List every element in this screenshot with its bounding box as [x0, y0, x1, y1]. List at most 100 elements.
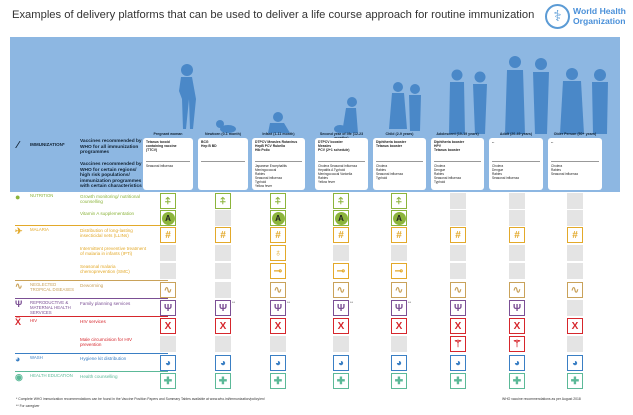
- immunization-label: IMMUNIZATION*: [30, 142, 65, 147]
- vaccine-box: BCG Hep B BD: [198, 138, 248, 190]
- growth-monitoring-icon: ⍏: [270, 193, 286, 209]
- children-silhouette: [389, 82, 421, 131]
- vaccine-box: Diphtheria booster Tetanus booster Cholera…: [373, 138, 426, 190]
- all-programmes-label: Vaccines recommended by WHO for all immu…: [80, 139, 142, 156]
- bednet-mosquito-icon: #: [567, 227, 583, 243]
- bednet-mosquito-icon: #: [391, 227, 407, 243]
- worm-icon: ∿: [450, 282, 466, 298]
- hands-washing-icon: ◕: [15, 354, 21, 364]
- column-header: Adolescent (10-19 years): [436, 132, 479, 136]
- speech-bubble-icon: ✚: [160, 373, 176, 389]
- certain-programme-vaccines: Cholera Rabies Seasonal influenza: [551, 164, 578, 176]
- vitamin-a-icon: A: [333, 210, 349, 226]
- adolescents-silhouette: [449, 69, 487, 134]
- toddler-silhouette: [334, 97, 358, 133]
- not-applicable-cell: [567, 210, 583, 226]
- not-applicable-cell: [160, 245, 176, 261]
- hands-washing-icon: ◕: [270, 355, 286, 371]
- hands-washing-icon: ◕: [160, 355, 176, 371]
- hands-washing-icon: ◕: [509, 355, 525, 371]
- hands-washing-icon: ◕: [567, 355, 583, 371]
- all-programme-vaccines: --: [492, 140, 540, 162]
- logo-text-line: World Health: [573, 6, 626, 16]
- not-applicable-cell: [450, 193, 466, 209]
- syringe-icon: ∕: [17, 140, 19, 151]
- footnote: * Complete WHO immunization recommendati…: [16, 397, 265, 401]
- logo-text-line: Organization: [573, 16, 626, 26]
- footnote: ** For caregiver: [16, 404, 40, 408]
- footnote-date: WHO vaccine recommendations as per Augus…: [502, 397, 581, 401]
- not-applicable-cell: [567, 336, 583, 352]
- all-programme-vaccines: Diphtheria booster Tetanus booster: [376, 140, 423, 162]
- growth-monitoring-icon: ⍏: [333, 193, 349, 209]
- life-course-silhouettes: [179, 56, 608, 134]
- category-label: REPRODUCTIVE & MATERNAL HEALTH SERVICES: [30, 300, 71, 315]
- spoon-medicine-icon: ⊸: [391, 263, 407, 279]
- not-applicable-cell: [450, 210, 466, 226]
- ribbon-icon: X: [160, 318, 176, 334]
- column-header: Adult (20-49 years): [499, 132, 533, 136]
- service-label: HIV services: [80, 319, 106, 324]
- uterus-icon: Ψ: [333, 300, 349, 316]
- worm-icon: ∿: [567, 282, 583, 298]
- ribbon-icon: X: [450, 318, 466, 334]
- adults-silhouette: [505, 56, 549, 134]
- not-applicable-cell: [450, 263, 466, 279]
- bednet-mosquito-icon: #: [509, 227, 525, 243]
- certain-programme-vaccines: Cholera Dengue Rabies Seasonal influenza Typ…: [434, 164, 461, 184]
- uterus-icon: Ψ: [391, 300, 407, 316]
- uterus-icon: Ψ: [215, 300, 231, 316]
- caregiver-mark: **: [350, 300, 354, 305]
- speech-bubble-icon: ✚: [509, 373, 525, 389]
- category-divider: [15, 280, 168, 281]
- all-programme-vaccines: Tetanus toxoid containing vaccine (TTCV): [146, 140, 190, 162]
- worm-icon: ∿: [333, 282, 349, 298]
- not-applicable-cell: [215, 245, 231, 261]
- caregiver-mark: **: [408, 300, 412, 305]
- speech-bubble-icon: ✚: [215, 373, 231, 389]
- all-programme-vaccines: DTPCV booster Measles PCV (2+1 schedule): [318, 140, 365, 162]
- older-persons-silhouette: [560, 68, 608, 134]
- vitamin-a-icon: A: [160, 210, 176, 226]
- category-label: NUTRITION: [30, 193, 54, 198]
- not-applicable-cell: [567, 300, 583, 316]
- speech-bubble-icon: ✚: [450, 373, 466, 389]
- speech-bubble-icon: ✚: [333, 373, 349, 389]
- infant-silhouette: [268, 112, 290, 133]
- ribbon-icon: X: [333, 318, 349, 334]
- not-applicable-cell: [391, 336, 407, 352]
- worm-icon: ∿: [270, 282, 286, 298]
- not-applicable-cell: [215, 282, 231, 298]
- not-applicable-cell: [333, 245, 349, 261]
- vitamin-a-icon: A: [270, 210, 286, 226]
- column-header: Older Person (50+ years): [553, 132, 597, 136]
- not-applicable-cell: [160, 263, 176, 279]
- column-header: Newborn (0-1 month): [205, 132, 241, 136]
- service-label: Seasonal malaria chemoprevention (SMC): [80, 264, 130, 275]
- certain-programme-vaccines: Cholera Dengue Rabies Seasonal influenza: [492, 164, 519, 180]
- certain-programme-vaccines: [201, 162, 245, 164]
- speech-bubble-icon: ✚: [270, 373, 286, 389]
- who-logo: ⚕ World Health Organization: [545, 4, 631, 32]
- category-divider: [15, 225, 168, 226]
- hands-washing-icon: ◕: [333, 355, 349, 371]
- not-applicable-cell: [567, 263, 583, 279]
- column-header: Pregnant woman: [153, 132, 183, 136]
- growth-monitoring-icon: ⍏: [160, 193, 176, 209]
- service-label: Deworming: [80, 283, 104, 288]
- category-divider: [15, 298, 168, 299]
- service-label: Distribution of long-lasting insecticida…: [80, 228, 133, 239]
- scalpel-icon: ⚚: [450, 336, 466, 352]
- worm-icon: ∿: [15, 281, 23, 291]
- not-applicable-cell: [509, 193, 525, 209]
- category-label: HIV: [30, 318, 38, 323]
- all-programme-vaccines: --: [551, 140, 599, 162]
- worm-icon: ∿: [509, 282, 525, 298]
- bednet-mosquito-icon: #: [270, 227, 286, 243]
- speech-bubble-icon: ✚: [391, 373, 407, 389]
- worm-icon: ∿: [391, 282, 407, 298]
- hands-washing-icon: ◕: [450, 355, 466, 371]
- not-applicable-cell: [509, 263, 525, 279]
- newborn-silhouette: [216, 120, 236, 133]
- not-applicable-cell: [270, 336, 286, 352]
